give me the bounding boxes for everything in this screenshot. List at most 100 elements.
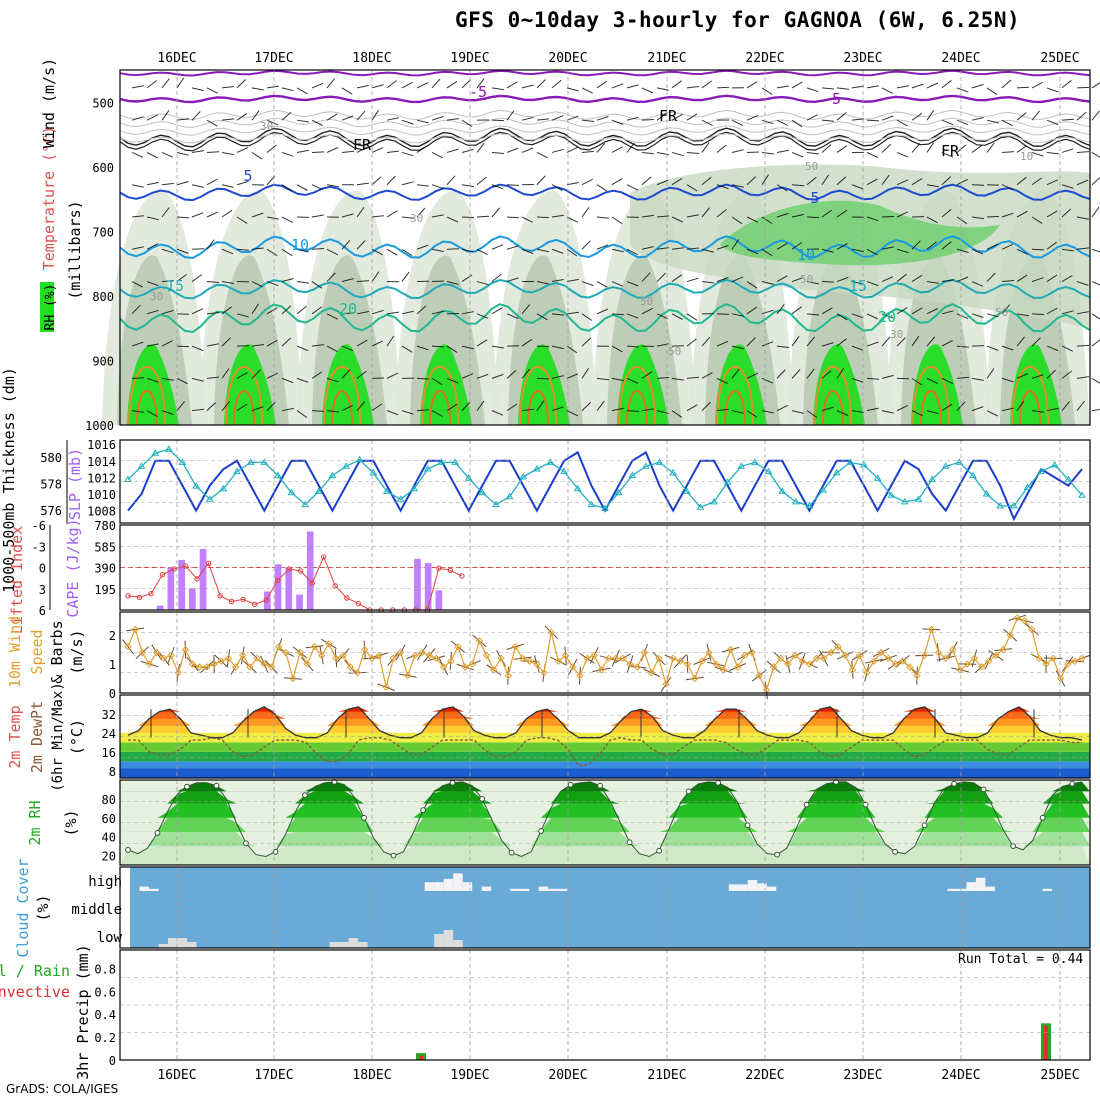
wind10m-axis-label-b: Speed	[28, 629, 46, 674]
thickness-point	[573, 484, 582, 492]
wind-barb	[1061, 184, 1074, 189]
wind-barb	[881, 276, 894, 283]
wind10m-point	[705, 648, 713, 657]
thickness-tick: 580	[40, 451, 62, 465]
wind-barb	[551, 375, 564, 379]
date-label-bottom: 17DEC	[254, 1068, 293, 1083]
wind-barb	[566, 311, 579, 315]
wind10m-point	[540, 669, 548, 677]
wind-barb	[866, 281, 879, 287]
wind10m-point	[805, 660, 814, 668]
wind-barb	[146, 343, 159, 347]
wind-barb	[1076, 247, 1089, 250]
thickness-point	[546, 458, 555, 465]
cape-bar	[274, 564, 282, 610]
wind-barb	[311, 410, 325, 412]
wind-barb	[521, 116, 534, 121]
rh-label: 30	[260, 120, 273, 133]
wind-barb	[311, 151, 325, 153]
wind-barb	[746, 410, 758, 418]
panel-frame	[119, 524, 1091, 611]
isotherm-label: 10	[291, 236, 309, 254]
wind-barb	[536, 400, 545, 411]
wind-barb	[221, 281, 234, 284]
cloud-high-bar	[1042, 888, 1052, 891]
wind-barb	[506, 403, 518, 412]
wind-barb	[626, 410, 640, 412]
wind-barb	[461, 248, 474, 253]
wind-barb	[296, 184, 308, 191]
wind-barb	[371, 147, 384, 153]
cloud-high-bar	[747, 880, 758, 891]
date-label-top: 20DEC	[548, 51, 587, 66]
wind-barb	[266, 248, 278, 257]
wind-barb	[1001, 407, 1014, 412]
wind-barb	[716, 377, 729, 385]
wind-barb	[761, 248, 773, 257]
thickness-point	[887, 491, 896, 498]
wind-barb	[761, 410, 774, 414]
isotherm-25	[421, 365, 459, 426]
wind10m-point	[1020, 616, 1029, 625]
thickness-point	[764, 467, 773, 475]
isotherm-label: -5	[469, 83, 487, 101]
wind10m-point	[834, 642, 842, 651]
wind-barb	[746, 281, 758, 289]
thickness-point	[219, 484, 228, 492]
rh-point	[715, 779, 721, 786]
cape-bar	[424, 563, 432, 610]
isotherm-30	[626, 390, 648, 426]
wind-barb	[671, 151, 684, 157]
wind10m-axis-label-a: 10m Wind	[6, 616, 24, 688]
wind-barb	[821, 307, 833, 315]
wind-barb	[536, 152, 548, 159]
wind10m-point	[662, 680, 670, 689]
rh-tick: 60	[102, 812, 116, 826]
wind-barb	[971, 145, 983, 153]
rh-label: 50	[800, 273, 813, 286]
wind-barb	[371, 340, 384, 347]
wind10m-point	[748, 648, 756, 657]
wind-barb	[476, 215, 490, 218]
thickness-point	[860, 461, 868, 468]
wind-barb	[851, 313, 864, 319]
wind-barb	[131, 184, 144, 188]
date-label-bottom: 21DEC	[647, 1068, 686, 1083]
thickness-point	[410, 484, 419, 492]
wind-barb	[776, 85, 789, 89]
wind-barb	[281, 278, 294, 283]
wind10m-point	[253, 654, 261, 663]
temp-warm-band	[120, 706, 1090, 719]
thickness-point	[669, 468, 677, 476]
wind10m-point	[239, 651, 247, 660]
wind-barb	[791, 81, 803, 89]
wind-barb	[641, 214, 654, 218]
thickness-point	[900, 497, 909, 505]
wind-barb	[536, 118, 549, 121]
wind-barb	[986, 215, 1000, 218]
rh-point	[213, 782, 220, 789]
wind-barb	[956, 248, 969, 253]
wind-barb	[131, 377, 145, 379]
cape-bar	[435, 590, 443, 610]
wind-barb	[836, 410, 849, 416]
wind-barb	[491, 373, 504, 379]
date-label-bottom: 18DEC	[352, 1068, 391, 1083]
wind-barb	[281, 337, 292, 347]
wind10m-point	[554, 657, 563, 665]
thickness-point	[1078, 491, 1086, 498]
cloud-bg	[130, 867, 1090, 948]
panel-frame	[119, 439, 1091, 524]
cape-tick: 195	[94, 583, 116, 597]
wind-barb	[461, 148, 474, 153]
wind-barb	[431, 184, 444, 190]
wind-barb	[641, 371, 653, 379]
wind-barb	[731, 149, 744, 153]
wind-barb	[1001, 280, 1015, 283]
wind10m-point	[174, 669, 182, 677]
thickness-point	[873, 474, 882, 481]
wind-barb	[761, 309, 774, 315]
li-point	[344, 595, 350, 601]
wind-barb	[746, 81, 758, 89]
